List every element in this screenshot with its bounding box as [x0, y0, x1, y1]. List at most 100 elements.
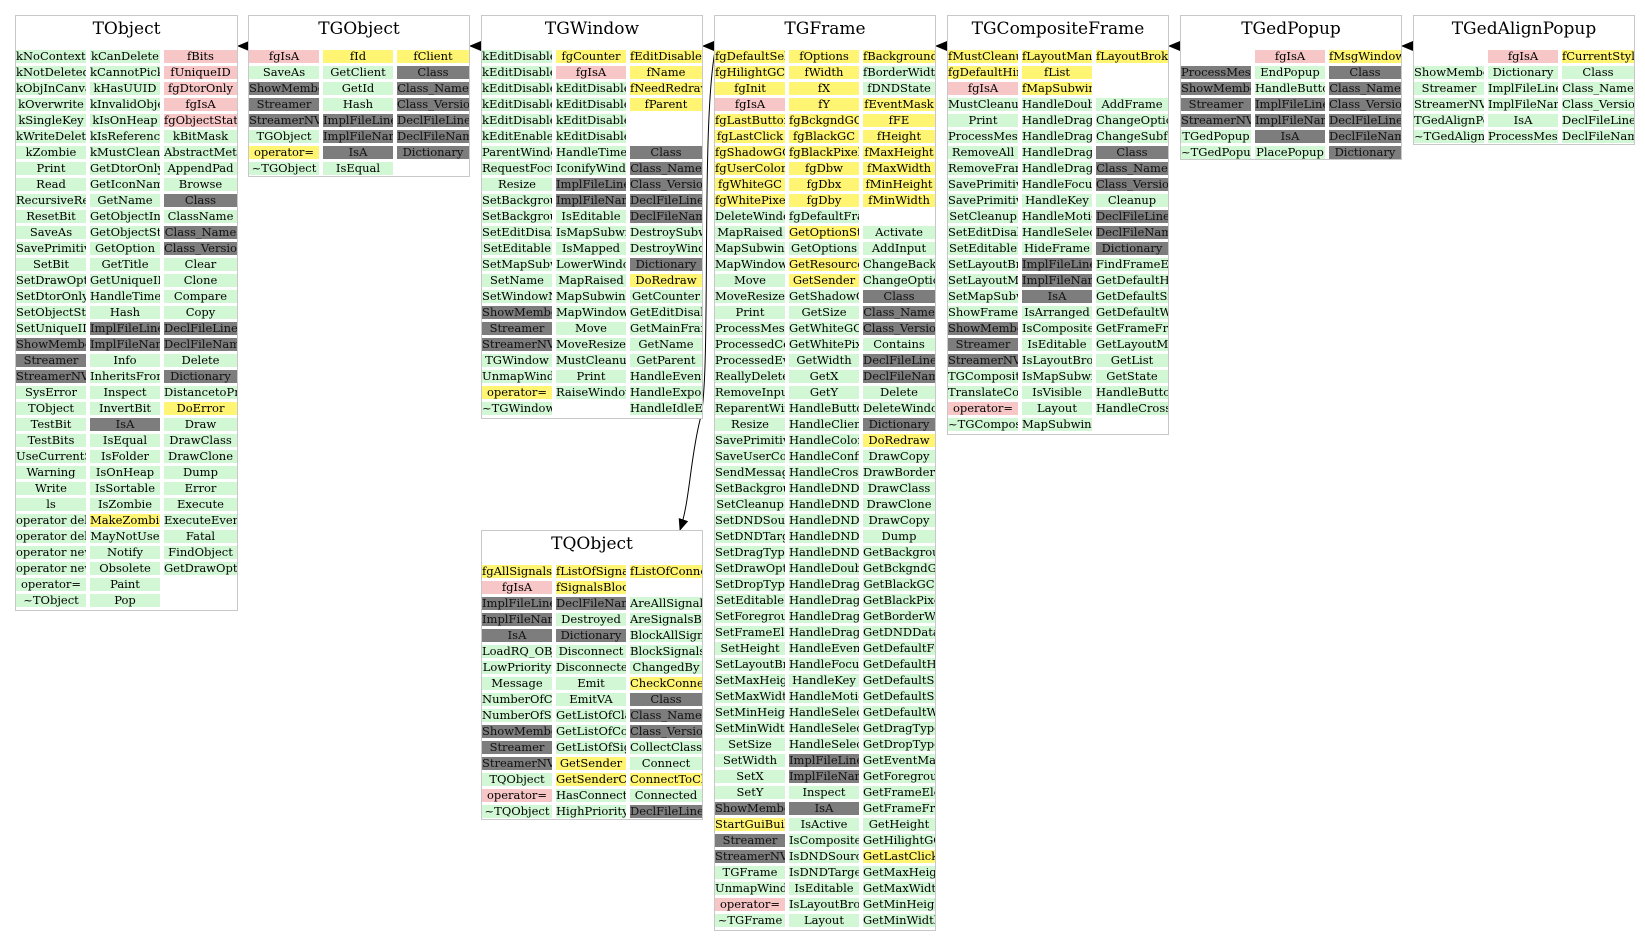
- member-item: DeclFileLine: [863, 354, 935, 367]
- member-item: [630, 130, 702, 143]
- member-item: AreAllSignalsBlocked: [630, 597, 702, 610]
- member-item: GetWidth: [789, 354, 859, 367]
- member-item: MakeZombie: [90, 514, 160, 527]
- class-title: TGedPopup: [1241, 19, 1341, 39]
- member-item: TestBits: [16, 434, 86, 447]
- member-item: fgBlackGC: [789, 130, 859, 143]
- member-item: IsDNDTarget: [789, 866, 859, 879]
- member-item: [630, 114, 702, 127]
- member-item: GetEventMask: [863, 754, 935, 767]
- member-item: Dictionary: [1329, 146, 1401, 159]
- member-item: SetLayoutBroken: [948, 258, 1018, 271]
- member-item: Class_Name: [630, 162, 702, 175]
- member-item: HandleKey: [1022, 194, 1092, 207]
- member-item: Move: [556, 322, 626, 335]
- member-item: fOptions: [789, 50, 859, 63]
- member-item: SetHeight: [715, 642, 785, 655]
- member-item: Dump: [164, 466, 237, 479]
- member-item: Class_Version: [630, 178, 702, 191]
- member-item: Move: [715, 274, 785, 287]
- member-item: GetListOfConnections: [556, 725, 626, 738]
- member-item: StreamerNVirtual: [1181, 114, 1251, 127]
- member-item: fClient: [397, 50, 469, 63]
- member-item: HandleDragMotion: [1022, 162, 1092, 175]
- member-item: fId: [323, 50, 393, 63]
- member-item: IsEditable: [1022, 338, 1092, 351]
- member-item: kCanDelete: [90, 50, 160, 63]
- member-item: fgIsA: [1255, 50, 1325, 63]
- member-column: fMsgWindow Class Class_Name Class_Version De…: [1329, 50, 1401, 162]
- member-item: Class: [1096, 146, 1168, 159]
- member-item: SetMaxHeight: [715, 674, 785, 687]
- member-item: kEditDisableBtnEnable: [556, 98, 626, 111]
- member-item: ImplFileName: [556, 194, 626, 207]
- member-item: [863, 210, 935, 223]
- member-item: MapWindow: [715, 258, 785, 271]
- member-item: Streamer: [1414, 82, 1484, 95]
- member-item: Class_Version: [1096, 178, 1168, 191]
- member-item: UnmapWindow: [715, 882, 785, 895]
- member-item: Class_Version: [164, 242, 237, 255]
- member-item: GetDefaultFrameBackground: [863, 642, 935, 655]
- member-item: fSignalsBlocked: [556, 581, 626, 594]
- class-title: TQObject: [551, 534, 633, 554]
- member-item: GetMaxHeight: [863, 866, 935, 879]
- member-item: ShowMembers: [1414, 66, 1484, 79]
- member-item: StreamerNVirtual: [1414, 98, 1484, 111]
- member-item: ImplFileLine: [323, 114, 393, 127]
- member-item: GetDefaultHeight: [863, 658, 935, 671]
- member-item: Dictionary: [630, 258, 702, 271]
- member-column: fListOfConnections AreAllSignalsBlocked Ar…: [630, 565, 702, 821]
- member-item: Streamer: [249, 98, 319, 111]
- member-item: DistancetoPrimitive: [164, 386, 237, 399]
- member-item: IsDNDSource: [789, 850, 859, 863]
- class-box-tqobject: TQObject fgAllSignalsBlocked fgIsA ImplFile…: [481, 530, 703, 820]
- member-item: AppendPad: [164, 162, 237, 175]
- member-item: SavePrimitive: [715, 434, 785, 447]
- member-item: GetMinHeight: [863, 898, 935, 911]
- member-item: operator=: [482, 789, 552, 802]
- member-item: RemoveInput: [715, 386, 785, 399]
- class-title: TGedAlignPopup: [1451, 19, 1597, 39]
- member-item: SetBackgroundPixmap: [482, 210, 552, 223]
- member-item: GetHilightGC: [863, 834, 935, 847]
- member-item: SetDtorOnly: [16, 290, 86, 303]
- member-column: fClient Class Class_Name Class_Version DeclF…: [397, 50, 469, 162]
- member-item: kSingleKey: [16, 114, 86, 127]
- member-item: ImplFileLine: [789, 754, 859, 767]
- member-item: Draw: [164, 418, 237, 431]
- member-item: ShowMembers: [1181, 82, 1251, 95]
- member-item: fgCounter: [556, 50, 626, 63]
- member-item: HandleClientMessage: [789, 418, 859, 431]
- member-item: TestBit: [16, 418, 86, 431]
- member-item: GetMaxWidth: [863, 882, 935, 895]
- member-item: kEditDisableResize: [482, 98, 552, 111]
- member-item: RequestFocus: [482, 162, 552, 175]
- member-item: MapSubwindows: [1022, 418, 1092, 431]
- member-item: DeclFileLine: [1562, 114, 1634, 127]
- member-item: IsComposite: [1022, 322, 1092, 335]
- member-item: kOverwrite: [16, 98, 86, 111]
- member-item: IsLayoutBroken: [1022, 354, 1092, 367]
- member-item: SetBackgroundColor: [482, 194, 552, 207]
- member-item: fgDefaultFrameBackground: [789, 210, 859, 223]
- member-item: ls: [16, 498, 86, 511]
- member-item: HandleFocusChange: [789, 658, 859, 671]
- member-item: ShowMembers: [482, 725, 552, 738]
- member-item: SetY: [715, 786, 785, 799]
- member-item: fgDbw: [789, 162, 859, 175]
- member-item: GetIconName: [90, 178, 160, 191]
- member-item: GetFrameFromPoint: [863, 802, 935, 815]
- member-item: IsEditable: [789, 882, 859, 895]
- member-item: HandleButton: [1255, 82, 1325, 95]
- member-item: SetWidth: [715, 754, 785, 767]
- member-item: IsMapSubwindows: [1022, 370, 1092, 383]
- member-column: fEditDisabled fName fNeedRedraw fParent Clas…: [630, 50, 702, 418]
- class-title: TGCompositeFrame: [971, 19, 1145, 39]
- member-item: Execute: [164, 498, 237, 511]
- member-item: fgIsA: [715, 98, 785, 111]
- member-item: DeclFileLine: [630, 805, 702, 818]
- member-item: BlockAllSignals: [630, 629, 702, 642]
- member-item: IsA: [1488, 114, 1558, 127]
- member-item: Class_Name: [164, 226, 237, 239]
